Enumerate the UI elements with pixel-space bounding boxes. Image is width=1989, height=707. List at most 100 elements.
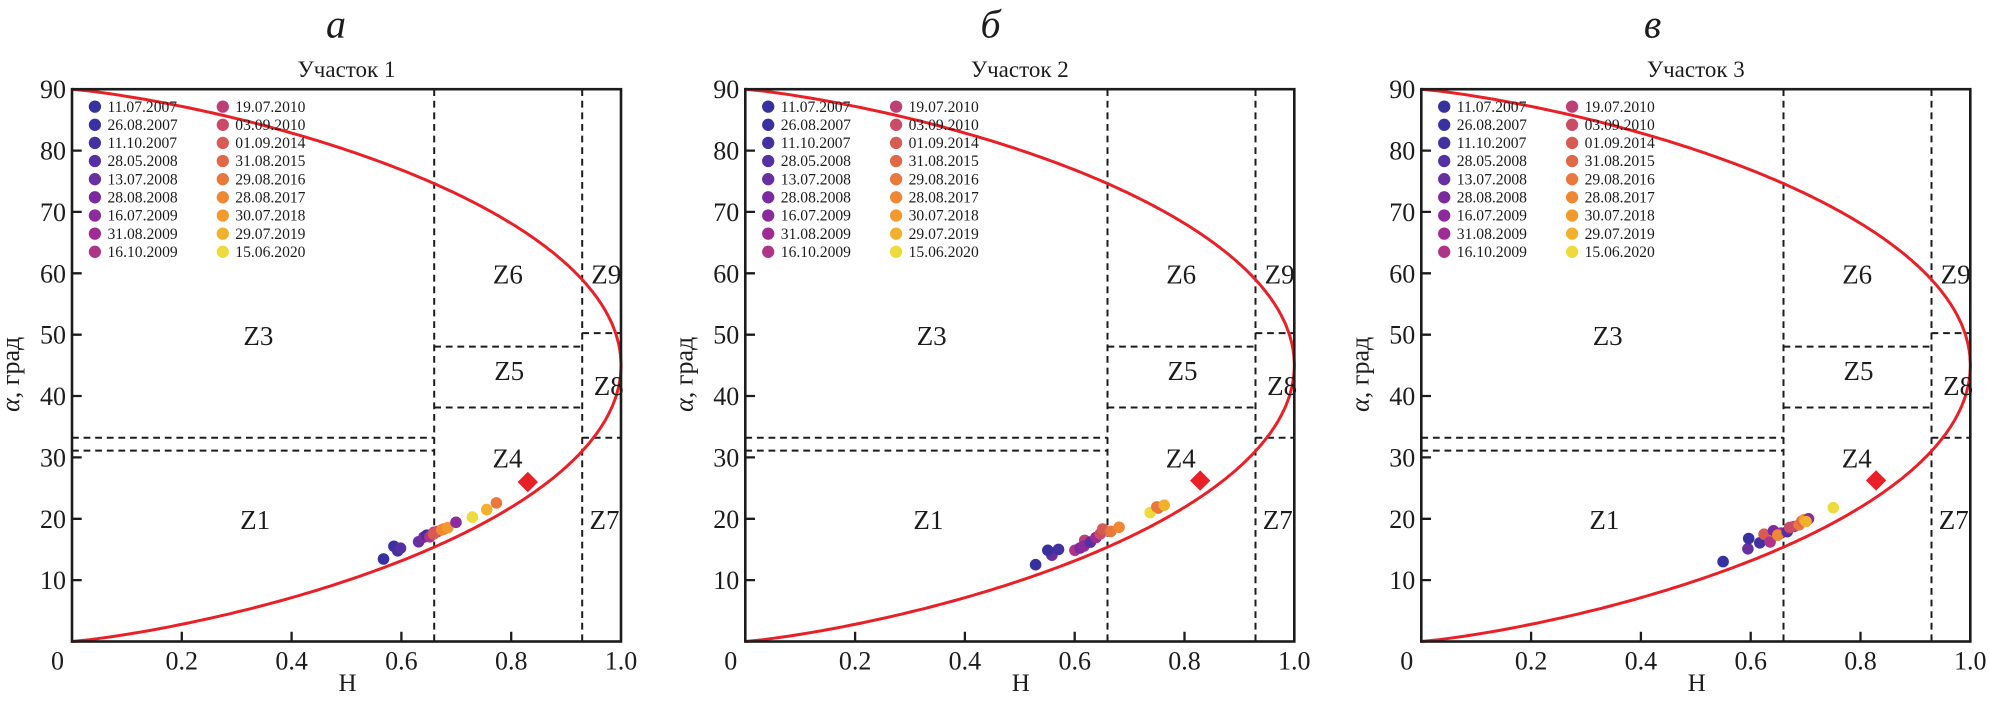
svg-text:31.08.2009: 31.08.2009 (1457, 226, 1527, 243)
svg-text:31.08.2009: 31.08.2009 (781, 226, 851, 243)
svg-text:10: 10 (1389, 566, 1415, 595)
svg-text:50: 50 (1389, 321, 1415, 350)
svg-text:0.4: 0.4 (949, 646, 982, 675)
svg-text:11.07.2007: 11.07.2007 (781, 99, 851, 116)
svg-text:Z7: Z7 (1263, 505, 1293, 535)
svg-text:Z6: Z6 (1842, 260, 1872, 290)
svg-text:α, град: α, град (1345, 337, 1374, 412)
svg-text:28.08.2008: 28.08.2008 (1457, 190, 1527, 207)
svg-text:13.07.2008: 13.07.2008 (1457, 171, 1527, 188)
svg-text:28.08.2017: 28.08.2017 (235, 190, 305, 207)
svg-text:26.08.2007: 26.08.2007 (781, 117, 851, 134)
svg-text:16.10.2009: 16.10.2009 (1457, 244, 1527, 261)
svg-text:Z7: Z7 (1939, 505, 1969, 535)
svg-text:01.09.2014: 01.09.2014 (909, 135, 979, 152)
svg-text:50: 50 (713, 321, 739, 350)
svg-text:Z5: Z5 (1844, 356, 1874, 386)
svg-text:60: 60 (40, 259, 66, 288)
svg-text:Z6: Z6 (493, 260, 523, 290)
svg-text:50: 50 (40, 321, 66, 350)
svg-text:26.08.2007: 26.08.2007 (108, 117, 178, 134)
svg-text:31.08.2015: 31.08.2015 (1585, 153, 1655, 170)
svg-text:28.05.2008: 28.05.2008 (1457, 153, 1527, 170)
svg-text:03.09.2010: 03.09.2010 (909, 117, 979, 134)
svg-text:15.06.2020: 15.06.2020 (1585, 244, 1655, 261)
svg-text:28.08.2017: 28.08.2017 (1585, 190, 1655, 207)
svg-text:28.08.2008: 28.08.2008 (108, 190, 178, 207)
svg-text:0.6: 0.6 (1734, 646, 1767, 675)
svg-text:1.0: 1.0 (605, 646, 638, 675)
svg-text:29.08.2016: 29.08.2016 (909, 171, 979, 188)
svg-text:Z8: Z8 (1267, 371, 1297, 401)
svg-text:Z9: Z9 (591, 260, 621, 290)
svg-text:α, град: α, град (0, 337, 25, 412)
svg-text:Z5: Z5 (1168, 356, 1198, 386)
svg-text:13.07.2008: 13.07.2008 (108, 171, 178, 188)
svg-text:15.06.2020: 15.06.2020 (909, 244, 979, 261)
svg-text:29.07.2019: 29.07.2019 (235, 226, 305, 243)
svg-text:19.07.2010: 19.07.2010 (235, 99, 305, 116)
svg-text:29.07.2019: 29.07.2019 (909, 226, 979, 243)
svg-text:16.07.2009: 16.07.2009 (1457, 208, 1527, 225)
svg-text:31.08.2015: 31.08.2015 (235, 153, 305, 170)
svg-text:40: 40 (713, 382, 739, 411)
svg-text:0.2: 0.2 (166, 646, 199, 675)
svg-text:Z8: Z8 (594, 371, 624, 401)
svg-text:11.10.2007: 11.10.2007 (1457, 135, 1527, 152)
svg-text:Z4: Z4 (493, 443, 523, 473)
svg-text:Z5: Z5 (494, 356, 524, 386)
svg-text:30: 30 (1389, 443, 1415, 472)
svg-text:20: 20 (40, 505, 66, 534)
svg-text:0.4: 0.4 (275, 646, 308, 675)
svg-text:70: 70 (713, 198, 739, 227)
svg-text:Z8: Z8 (1943, 371, 1973, 401)
svg-text:19.07.2010: 19.07.2010 (909, 99, 979, 116)
svg-text:16.10.2009: 16.10.2009 (781, 244, 851, 261)
svg-text:03.09.2010: 03.09.2010 (235, 117, 305, 134)
svg-text:11.07.2007: 11.07.2007 (1457, 99, 1527, 116)
svg-text:H: H (338, 670, 356, 697)
svg-text:Z1: Z1 (240, 505, 270, 535)
svg-text:0.8: 0.8 (1844, 646, 1877, 675)
svg-text:13.07.2008: 13.07.2008 (781, 171, 851, 188)
svg-text:Участок 3: Участок 3 (1647, 57, 1745, 82)
svg-text:30.07.2018: 30.07.2018 (909, 208, 979, 225)
svg-text:70: 70 (1389, 198, 1415, 227)
svg-text:0.8: 0.8 (1168, 646, 1201, 675)
svg-text:30.07.2018: 30.07.2018 (235, 208, 305, 225)
svg-text:29.07.2019: 29.07.2019 (1585, 226, 1655, 243)
svg-text:29.08.2016: 29.08.2016 (235, 171, 305, 188)
svg-text:15.06.2020: 15.06.2020 (235, 244, 305, 261)
svg-text:Z3: Z3 (917, 321, 947, 351)
svg-text:28.08.2017: 28.08.2017 (909, 190, 979, 207)
svg-text:40: 40 (1389, 382, 1415, 411)
svg-text:31.08.2015: 31.08.2015 (909, 153, 979, 170)
svg-text:16.10.2009: 16.10.2009 (108, 244, 178, 261)
svg-text:11.10.2007: 11.10.2007 (108, 135, 178, 152)
svg-text:03.09.2010: 03.09.2010 (1585, 117, 1655, 134)
svg-text:в: в (1644, 1, 1661, 46)
svg-text:0.8: 0.8 (495, 646, 528, 675)
svg-text:20: 20 (713, 505, 739, 534)
svg-text:0: 0 (724, 646, 737, 675)
svg-text:Z3: Z3 (243, 321, 273, 351)
svg-text:1.0: 1.0 (1954, 646, 1987, 675)
svg-text:40: 40 (40, 382, 66, 411)
svg-text:Z4: Z4 (1166, 443, 1196, 473)
svg-text:16.07.2009: 16.07.2009 (108, 208, 178, 225)
svg-text:01.09.2014: 01.09.2014 (1585, 135, 1655, 152)
svg-text:80: 80 (713, 137, 739, 166)
svg-text:26.08.2007: 26.08.2007 (1457, 117, 1527, 134)
svg-text:30: 30 (713, 443, 739, 472)
svg-text:H: H (1688, 670, 1706, 697)
svg-text:10: 10 (713, 566, 739, 595)
svg-text:0.4: 0.4 (1625, 646, 1658, 675)
svg-text:90: 90 (40, 75, 66, 104)
svg-text:Z6: Z6 (1166, 260, 1196, 290)
svg-text:28.05.2008: 28.05.2008 (781, 153, 851, 170)
svg-text:30: 30 (40, 443, 66, 472)
svg-text:90: 90 (1389, 75, 1415, 104)
svg-text:30.07.2018: 30.07.2018 (1585, 208, 1655, 225)
svg-text:0.6: 0.6 (385, 646, 418, 675)
svg-text:а: а (326, 1, 346, 46)
